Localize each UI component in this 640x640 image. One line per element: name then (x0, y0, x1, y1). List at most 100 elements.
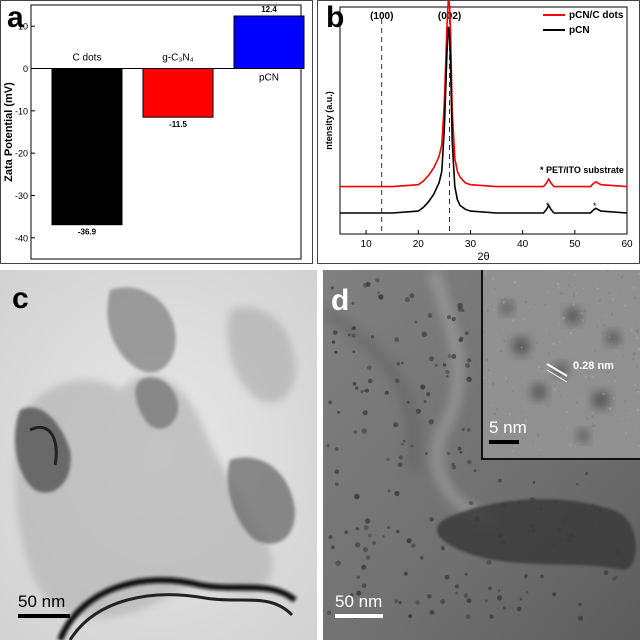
nanodot (365, 388, 369, 393)
lattice-noise (612, 397, 616, 400)
lattice-noise (605, 315, 607, 317)
lattice-noise (602, 393, 605, 395)
nanodot (353, 430, 358, 434)
reference-line-label: (100) (370, 11, 393, 22)
lattice-noise (522, 286, 524, 288)
nanodot (426, 392, 431, 397)
lattice-noise (612, 298, 615, 301)
lattice-noise (485, 358, 489, 361)
nanodot (420, 384, 426, 390)
y-tick-label: 0 (23, 64, 28, 74)
legend-label: pCN/C dots (569, 10, 624, 21)
nanodot (458, 338, 463, 343)
nanodot (361, 564, 367, 570)
lattice-noise (581, 319, 584, 322)
nanodot (576, 483, 579, 486)
nanodot (370, 335, 375, 339)
x-tick-label: 10 (361, 239, 373, 250)
lattice-noise (591, 415, 594, 418)
panel-a: a 10 0 -10 -20 -30 -40 Zata Potential (mV) C do… (0, 0, 313, 264)
nanodot (415, 408, 421, 414)
lattice-noise (636, 329, 639, 333)
nanodot (326, 610, 332, 615)
lattice-noise (545, 369, 548, 372)
lattice-noise (562, 316, 565, 320)
x-axis-label: 2θ (477, 251, 489, 263)
lattice-noise (603, 324, 606, 327)
nanodot (377, 291, 380, 294)
lattice-noise (615, 273, 617, 275)
lattice-noise (505, 377, 507, 380)
substrate-note: * PET/ITO substrate (540, 165, 624, 175)
lattice-noise (620, 291, 622, 294)
nanodot (578, 602, 582, 607)
lattice-noise (492, 278, 495, 280)
lattice-noise (634, 429, 636, 431)
scale-bar-d-label: 50 nm (335, 592, 383, 611)
nanodot (351, 327, 354, 331)
lattice-noise (556, 282, 560, 285)
nanodot (497, 589, 501, 592)
nanodot (429, 517, 434, 522)
series-line (340, 26, 628, 214)
lattice-noise (492, 382, 495, 386)
nanodot (419, 555, 424, 560)
panel-label-a: a (7, 1, 24, 34)
lattice-noise (538, 449, 541, 451)
value-label: -11.5 (169, 120, 187, 129)
nanodot (598, 508, 602, 513)
lattice-noise (596, 287, 599, 290)
lattice-noise (495, 333, 498, 335)
nanodot (529, 497, 535, 503)
lattice-noise (560, 395, 562, 397)
nanodot (473, 469, 477, 473)
lattice-noise (493, 413, 496, 416)
lattice-noise (594, 283, 596, 285)
lattice-noise (547, 290, 550, 293)
lattice-noise (487, 369, 490, 372)
lattice-noise (500, 309, 502, 311)
x-tick-label: 20 (413, 239, 425, 250)
nanodot (464, 572, 468, 576)
nanodot (447, 354, 452, 358)
lattice-noise (534, 303, 536, 305)
panel-b: b 10 20 30 40 50 60 2θ ntensity (a.u.) (100) (002… (317, 0, 640, 264)
nanodot (467, 428, 471, 432)
nanodot (387, 489, 391, 493)
lattice-spacing-label: 0.28 nm (573, 360, 614, 372)
nanodot (428, 419, 434, 425)
lattice-noise (610, 312, 614, 316)
value-label: 12.4 (261, 5, 277, 14)
scale-bar-c-label: 50 nm (18, 592, 66, 611)
lattice-noise (486, 309, 490, 312)
nanodot (384, 390, 389, 395)
nanodot (411, 543, 416, 548)
nanodot (350, 593, 354, 597)
nanodot (355, 386, 359, 390)
lattice-noise (574, 273, 576, 276)
lattice-noise (598, 299, 602, 302)
lattice-noise (506, 431, 508, 434)
nanodot (334, 447, 339, 451)
lattice-noise (607, 407, 609, 409)
nanodot (568, 532, 574, 538)
lattice-noise (511, 319, 515, 323)
legend-label: pCN (569, 25, 590, 36)
nanodot (330, 286, 334, 290)
lattice-noise (603, 405, 605, 408)
lattice-noise (614, 380, 617, 383)
lattice-noise (568, 283, 571, 286)
zeta-potential-bar-chart: 10 0 -10 -20 -30 -40 Zata Potential (mV) C dots… (3, 4, 305, 260)
nanodot (401, 442, 404, 446)
lattice-noise (484, 272, 487, 275)
nanodot (615, 548, 621, 555)
nanodot (394, 337, 399, 342)
lattice-noise (594, 350, 596, 352)
nanodot (378, 294, 384, 300)
y-tick-label: -20 (15, 149, 28, 159)
y-tick-label: -30 (15, 191, 28, 201)
nanodot (352, 350, 356, 353)
lattice-noise (632, 358, 635, 361)
panel-c-tem-image: c 50 nm (0, 270, 317, 640)
lattice-noise (591, 422, 594, 424)
